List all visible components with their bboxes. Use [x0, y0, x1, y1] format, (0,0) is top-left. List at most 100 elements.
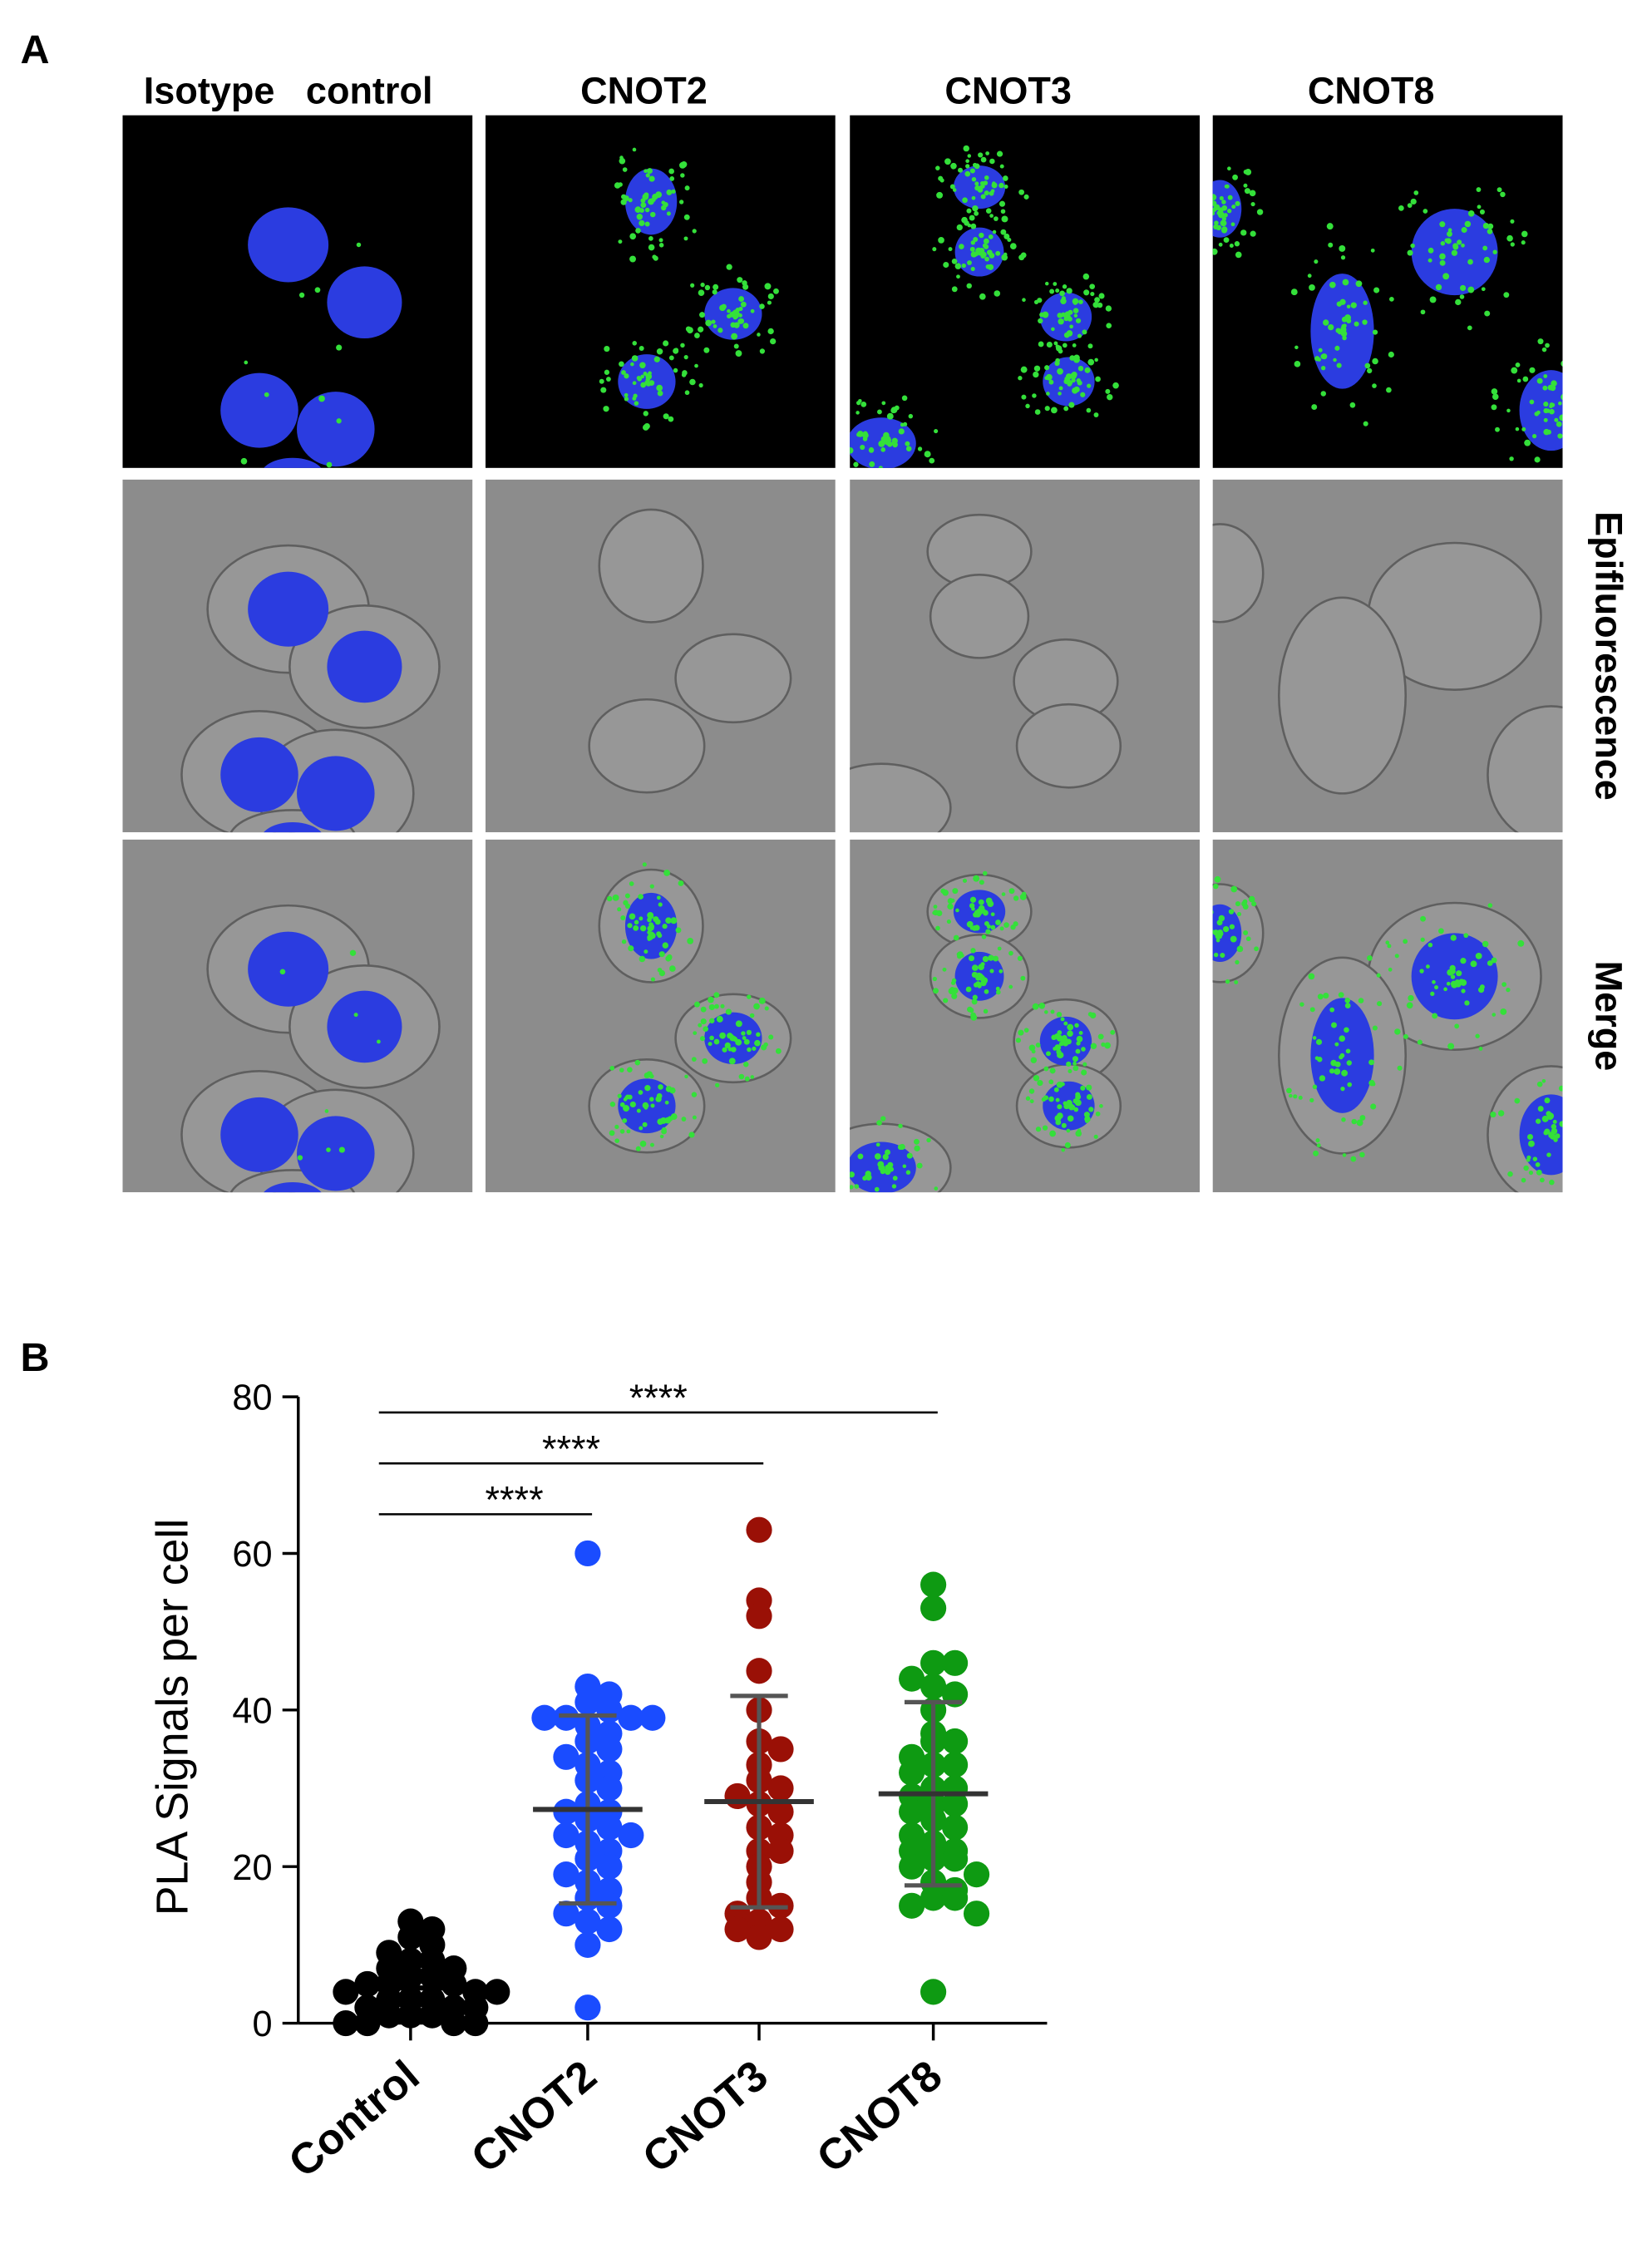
pla-dot	[1509, 456, 1514, 461]
pla-dot	[1000, 229, 1007, 235]
pla-dot	[1094, 357, 1098, 362]
pla-dot	[1053, 1087, 1059, 1092]
pla-dot	[1068, 1069, 1072, 1074]
pla-dot	[999, 969, 1003, 974]
pla-dot	[1371, 1082, 1376, 1087]
pla-dot	[735, 1038, 742, 1046]
pla-dot	[1059, 290, 1065, 297]
pla-dot	[985, 208, 992, 214]
pla-dot	[858, 398, 862, 403]
pla-dot	[989, 969, 994, 974]
pla-dot	[993, 955, 999, 962]
pla-dot	[1077, 365, 1084, 372]
pla-dot	[951, 993, 958, 999]
pla-dot	[648, 236, 653, 241]
pla-dot	[721, 303, 727, 310]
pla-dot	[974, 210, 979, 216]
pla-dot	[934, 429, 939, 434]
pla-dot	[652, 254, 657, 259]
pla-dot	[983, 870, 988, 876]
pla-dot	[738, 296, 745, 303]
x-tick-label: CNOT3	[634, 2052, 777, 2183]
pla-dot	[1394, 1028, 1401, 1035]
pla-dot	[712, 289, 717, 295]
pla-dot	[656, 895, 661, 900]
pla-dot	[841, 1138, 847, 1145]
pla-dot	[1013, 895, 1019, 901]
pla-dot	[609, 1130, 615, 1136]
pla-dot	[1087, 358, 1095, 366]
pla-dot	[901, 395, 908, 402]
pla-dot	[1044, 376, 1049, 381]
pla-dot	[632, 396, 637, 401]
pla-dot	[668, 355, 674, 361]
pla-dot	[948, 247, 953, 252]
pla-dot	[1581, 461, 1586, 466]
pla-dot	[1407, 249, 1413, 256]
pla-dot	[622, 1117, 628, 1123]
pla-dot	[649, 884, 654, 889]
pla-dot	[683, 214, 690, 220]
data-point	[920, 1649, 947, 1676]
pla-dot	[1028, 1044, 1036, 1052]
data-point	[574, 1540, 601, 1567]
pla-dot	[639, 916, 643, 921]
pla-dot	[326, 1208, 331, 1213]
pla-dot	[1479, 984, 1485, 990]
pla-dot	[1056, 1049, 1062, 1055]
pla-dot	[986, 249, 993, 255]
y-tick-label: 60	[232, 1535, 272, 1575]
pla-dot	[1227, 166, 1231, 171]
pla-dot	[1567, 1077, 1574, 1083]
pla-dot	[639, 1126, 643, 1131]
pla-dot	[663, 870, 671, 876]
pla-dot	[1098, 293, 1105, 299]
pla-dot	[673, 367, 678, 373]
pla-dot	[649, 211, 656, 218]
data-point	[920, 1979, 947, 2005]
pla-dot	[647, 930, 652, 935]
data-point	[920, 1885, 947, 1911]
pla-dot	[964, 170, 971, 177]
pla-dot	[1015, 1038, 1021, 1043]
pla-dot	[988, 234, 994, 239]
pla-dot	[1202, 180, 1208, 185]
pla-dot	[629, 255, 637, 263]
pla-dot	[1307, 274, 1312, 279]
pla-dot	[1086, 1084, 1092, 1091]
pla-dot	[1077, 333, 1082, 338]
pla-dot	[983, 238, 989, 244]
pla-dot	[1517, 939, 1525, 947]
data-point	[767, 1798, 794, 1825]
pla-dot	[1536, 377, 1543, 384]
pla-dot	[1038, 318, 1043, 324]
pla-dot	[1510, 242, 1515, 247]
pla-dot	[1562, 1127, 1563, 1128]
pla-dot	[1037, 1079, 1043, 1087]
pla-dot	[1077, 1128, 1082, 1133]
pla-dot	[638, 1090, 643, 1095]
pla-dot	[764, 1006, 769, 1011]
cell-outline	[1015, 703, 1122, 789]
pla-dot	[1105, 305, 1112, 312]
pla-dot	[1018, 189, 1025, 195]
pla-dot	[869, 461, 875, 467]
pla-dot	[336, 418, 342, 424]
pla-dot	[880, 1165, 885, 1170]
pla-dot	[619, 1129, 625, 1134]
pla-dot	[1072, 1061, 1077, 1066]
pla-dot	[636, 1108, 641, 1113]
pla-dot	[1072, 308, 1079, 313]
micrograph	[850, 479, 1201, 833]
pla-dot	[759, 348, 766, 354]
pla-dot	[933, 905, 938, 910]
pla-dot	[1286, 1087, 1292, 1094]
image-background	[1212, 115, 1563, 468]
pla-dot	[1527, 1133, 1534, 1141]
pla-dot	[965, 986, 972, 993]
column-label: CNOT8	[1308, 70, 1435, 112]
pla-dot	[1334, 345, 1340, 351]
pla-dot	[717, 328, 723, 333]
pla-dot	[980, 194, 986, 200]
pla-dot	[1248, 895, 1255, 903]
